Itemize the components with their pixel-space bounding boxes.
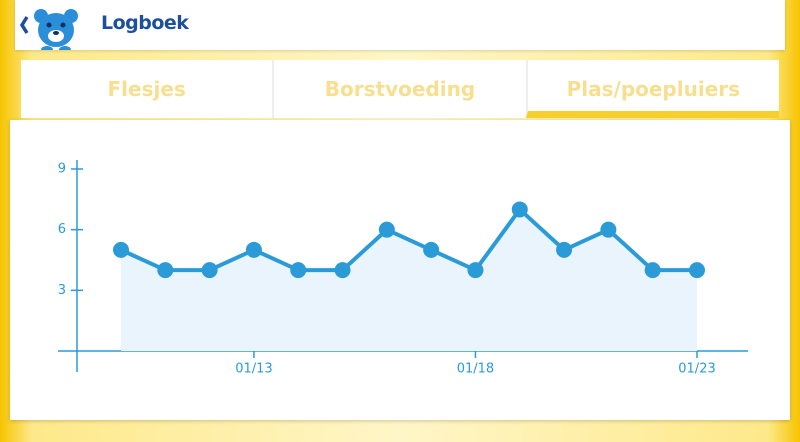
tab[interactable]: Plas/poepluiers <box>525 60 779 118</box>
chart-panel: 3 6 9 01/13 01/18 01/23 <box>10 120 790 420</box>
y-tick-label: 9 <box>58 162 66 177</box>
page-title: Logboek <box>101 12 189 34</box>
y-tick-label: 3 <box>58 283 66 298</box>
point <box>245 241 262 258</box>
header: Logboek <box>15 0 785 50</box>
point <box>423 241 440 258</box>
point <box>290 262 307 279</box>
point <box>334 262 351 279</box>
line <box>120 207 697 273</box>
x-tick-label: 01/18 <box>457 362 494 377</box>
tab[interactable]: Borstvoeding <box>272 60 525 118</box>
point <box>644 262 661 279</box>
point <box>556 241 573 258</box>
point <box>201 262 218 279</box>
x-tick-label: 01/23 <box>678 362 715 377</box>
point <box>378 221 395 238</box>
logo[interactable] <box>15 0 105 50</box>
tab-bar: Flesjes Borstvoeding Plas/poepluiers <box>21 60 779 118</box>
point <box>511 201 528 218</box>
point <box>467 262 484 279</box>
point <box>113 241 129 258</box>
point <box>689 262 705 279</box>
x-tick-label: 01/13 <box>235 362 272 377</box>
point <box>157 262 174 279</box>
y-tick-label: 6 <box>58 222 66 237</box>
chart: 3 6 9 01/13 01/18 01/23 <box>58 160 748 377</box>
area-fill <box>121 209 697 351</box>
point <box>600 221 617 238</box>
tab[interactable]: Flesjes <box>107 77 186 101</box>
